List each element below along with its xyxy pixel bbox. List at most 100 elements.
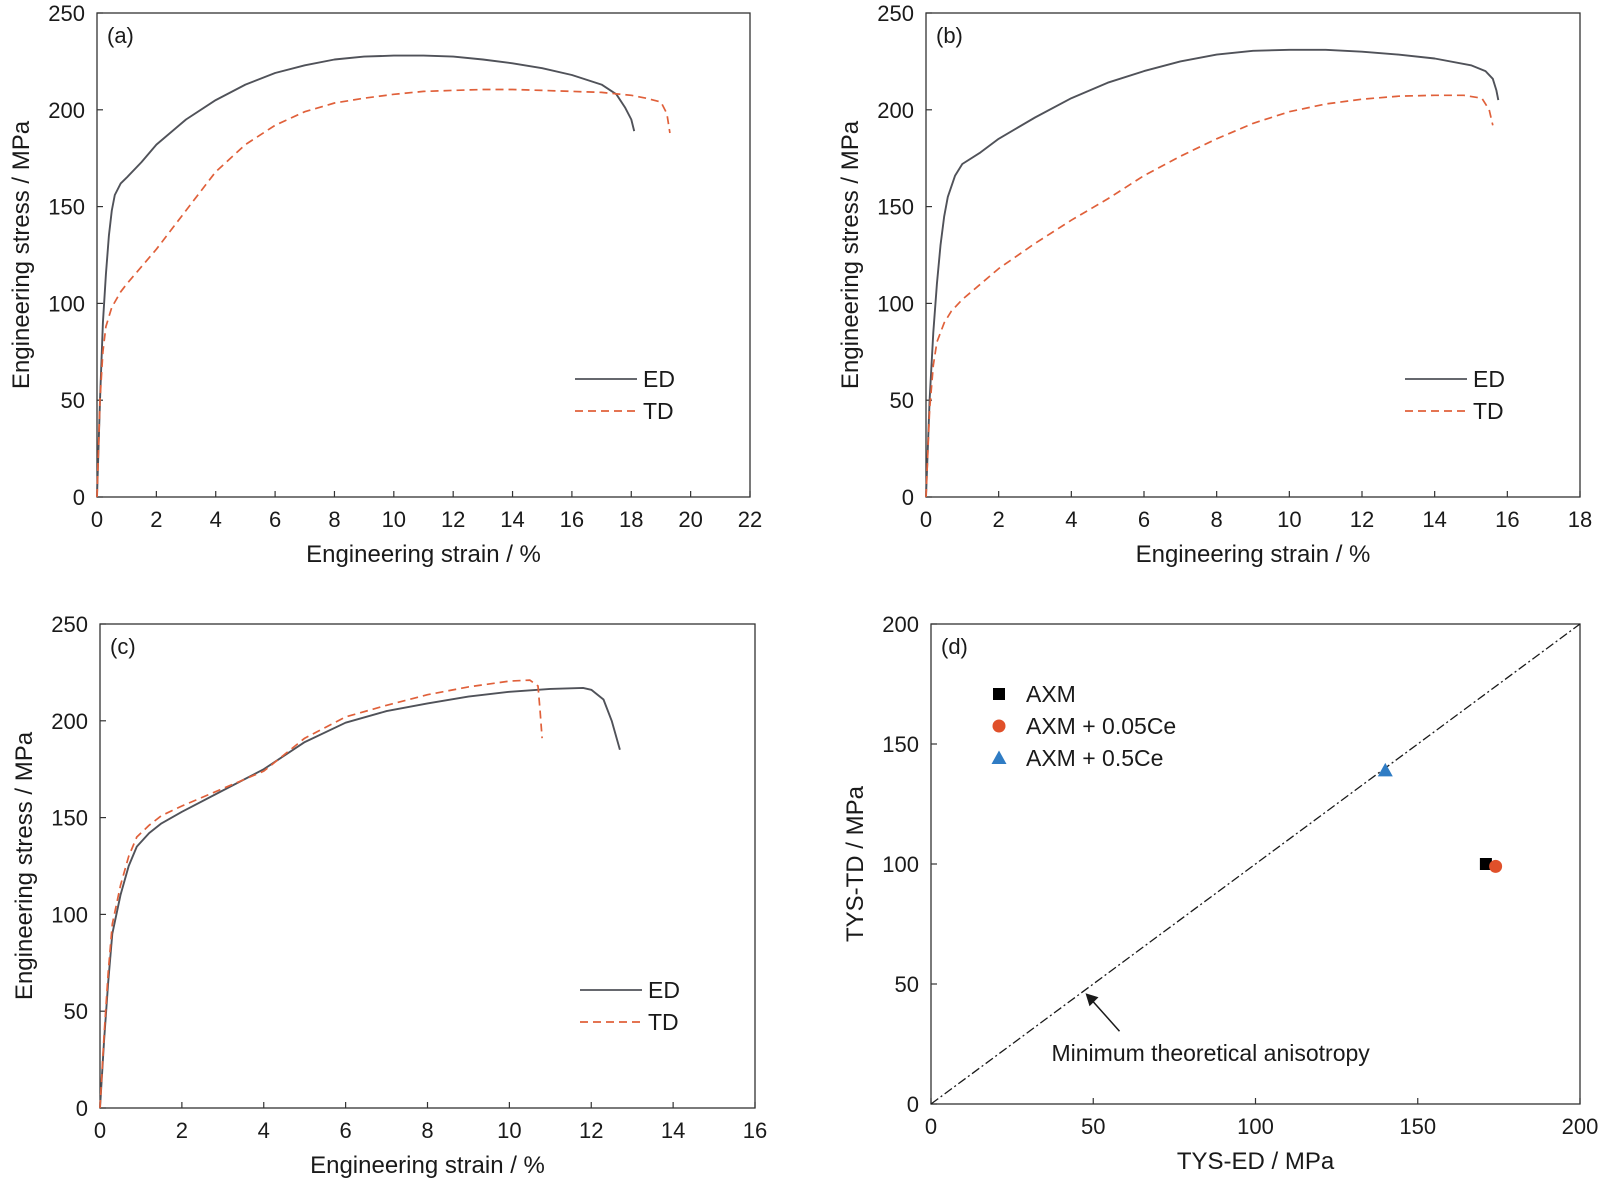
data-point-circle bbox=[1489, 859, 1503, 873]
y-tick-label: 50 bbox=[64, 999, 88, 1024]
y-tick-label: 100 bbox=[51, 902, 88, 927]
x-tick-label: 16 bbox=[743, 1118, 767, 1143]
y-tick-label: 150 bbox=[877, 195, 914, 220]
legend-label: AXM bbox=[1026, 681, 1076, 707]
plot-frame bbox=[96, 12, 751, 498]
y-tick-label: 0 bbox=[907, 1092, 919, 1117]
x-tick-label: 12 bbox=[441, 507, 465, 532]
x-tick-label: 16 bbox=[560, 507, 584, 532]
x-axis-label: Engineering strain / % bbox=[1136, 541, 1371, 568]
x-tick-label: 18 bbox=[619, 507, 643, 532]
x-tick-label: 10 bbox=[497, 1118, 521, 1143]
x-tick-label: 4 bbox=[210, 507, 222, 532]
x-tick-label: 12 bbox=[579, 1118, 603, 1143]
x-tick-label: 200 bbox=[1562, 1114, 1599, 1139]
x-tick-label: 6 bbox=[1138, 507, 1150, 532]
legend-label: AXM + 0.5Ce bbox=[1026, 745, 1163, 771]
x-tick-label: 8 bbox=[328, 507, 340, 532]
panel-label: (c) bbox=[110, 634, 136, 659]
x-tick-label: 16 bbox=[1495, 507, 1519, 532]
legend-label-td: TD bbox=[643, 398, 674, 424]
panel-b: 0 2 4 6 8 10 12 14 16 18 0 50 100 150 200 250 Engineerin… bbox=[837, 1, 1592, 568]
x-tick-label: 10 bbox=[1277, 507, 1301, 532]
x-tick-label: 0 bbox=[94, 1118, 106, 1143]
y-tick-label: 100 bbox=[48, 291, 85, 316]
y-tick-label: 50 bbox=[890, 388, 914, 413]
panel-label: (d) bbox=[941, 634, 968, 659]
y-tick-label: 0 bbox=[73, 485, 85, 510]
x-tick-label: 100 bbox=[1237, 1114, 1274, 1139]
x-tick-label: 2 bbox=[150, 507, 162, 532]
panel-d: 0 50 100 150 200 0 50 100 150 200 TYS-ED / MPa TYS-… bbox=[842, 612, 1598, 1175]
x-tick-label: 6 bbox=[269, 507, 281, 532]
y-tick-label: 150 bbox=[882, 732, 919, 757]
x-tick-label: 14 bbox=[1422, 507, 1446, 532]
annotation-text: Minimum theoretical anisotropy bbox=[1052, 1040, 1371, 1066]
data-point-square bbox=[1479, 858, 1492, 870]
x-tick-label: 2 bbox=[176, 1118, 188, 1143]
legend-label-ed: ED bbox=[1473, 366, 1505, 392]
y-tick-label: 250 bbox=[877, 1, 914, 26]
x-axis-label: Engineering strain / % bbox=[306, 541, 541, 568]
y-tick-label: 100 bbox=[877, 291, 914, 316]
legend-marker-triangle bbox=[991, 750, 1007, 764]
series-line-ed bbox=[99, 686, 621, 1109]
legend-label-td: TD bbox=[648, 1009, 679, 1035]
plot-frame bbox=[99, 623, 756, 1109]
x-tick-label: 14 bbox=[661, 1118, 685, 1143]
x-tick-label: 18 bbox=[1568, 507, 1592, 532]
x-axis-label: Engineering strain / % bbox=[310, 1152, 545, 1179]
y-axis-label: Engineering stress / MPa bbox=[11, 731, 38, 1000]
x-tick-label: 0 bbox=[91, 507, 103, 532]
series-line-ed bbox=[96, 54, 636, 498]
x-tick-label: 150 bbox=[1399, 1114, 1436, 1139]
y-tick-label: 100 bbox=[882, 852, 919, 877]
x-tick-label: 12 bbox=[1350, 507, 1374, 532]
legend-label-ed: ED bbox=[648, 977, 680, 1003]
panel-label: (b) bbox=[936, 23, 963, 48]
legend-label-td: TD bbox=[1473, 398, 1504, 424]
legend-label-ed: ED bbox=[643, 366, 675, 392]
y-tick-label: 50 bbox=[895, 972, 919, 997]
series-line-td bbox=[925, 94, 1494, 498]
x-tick-label: 6 bbox=[340, 1118, 352, 1143]
x-tick-label: 8 bbox=[421, 1118, 433, 1143]
panel-label: (a) bbox=[107, 23, 134, 48]
y-tick-label: 200 bbox=[882, 612, 919, 637]
x-tick-label: 4 bbox=[258, 1118, 270, 1143]
y-tick-label: 150 bbox=[51, 806, 88, 831]
legend-label: AXM + 0.05Ce bbox=[1026, 713, 1176, 739]
y-tick-label: 200 bbox=[877, 98, 914, 123]
x-tick-label: 50 bbox=[1081, 1114, 1105, 1139]
x-tick-label: 2 bbox=[993, 507, 1005, 532]
panel-a: 0 2 4 6 8 10 12 14 16 18 20 22 0 50 100 150 200 250 Engine… bbox=[8, 1, 762, 568]
y-tick-label: 150 bbox=[48, 195, 85, 220]
y-tick-label: 50 bbox=[61, 388, 85, 413]
panel-c: 0 2 4 6 8 10 12 14 16 0 50 100 150 200 250 Engineering … bbox=[11, 612, 767, 1179]
y-tick-label: 250 bbox=[48, 1, 85, 26]
data-point-triangle bbox=[1377, 762, 1393, 777]
x-tick-label: 10 bbox=[382, 507, 406, 532]
reference-line bbox=[930, 623, 1581, 1105]
x-tick-label: 0 bbox=[925, 1114, 937, 1139]
x-tick-label: 8 bbox=[1211, 507, 1223, 532]
y-tick-label: 0 bbox=[76, 1096, 88, 1121]
x-tick-label: 14 bbox=[500, 507, 524, 532]
series-line-td bbox=[96, 88, 671, 498]
x-tick-label: 0 bbox=[920, 507, 932, 532]
x-axis-label: TYS-ED / MPa bbox=[1177, 1148, 1335, 1175]
x-tick-label: 4 bbox=[1065, 507, 1077, 532]
legend-marker-square bbox=[993, 688, 1005, 700]
x-tick-label: 20 bbox=[678, 507, 702, 532]
plot-frame bbox=[925, 12, 1581, 498]
y-tick-label: 200 bbox=[51, 709, 88, 734]
legend-marker-circle bbox=[992, 719, 1006, 733]
y-axis-label: Engineering stress / MPa bbox=[8, 120, 35, 389]
series-line-ed bbox=[925, 48, 1500, 498]
y-tick-label: 200 bbox=[48, 98, 85, 123]
y-tick-label: 250 bbox=[51, 612, 88, 637]
series-line-td bbox=[99, 679, 543, 1109]
x-tick-label: 22 bbox=[738, 507, 762, 532]
y-tick-label: 0 bbox=[902, 485, 914, 510]
